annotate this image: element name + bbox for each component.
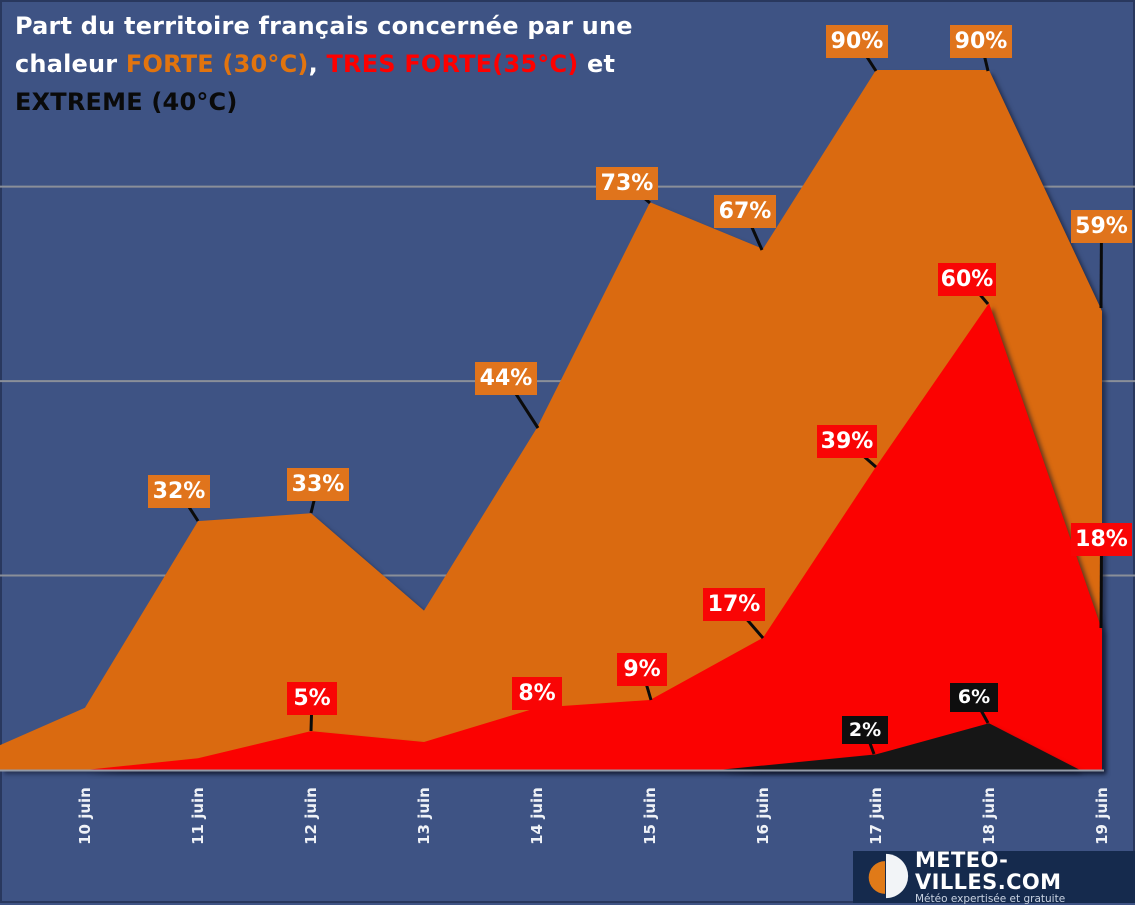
title-line: EXTREME (40°C) (15, 83, 775, 121)
point-label-extreme: 2% (842, 716, 888, 744)
title-segment: FORTE (30°C) (125, 50, 309, 78)
axis-label-date: 19 juin (1093, 787, 1111, 845)
axis-label-date: 13 juin (415, 787, 433, 845)
point-label-tres_forte: 9% (617, 653, 667, 686)
point-label-tres_forte: 8% (512, 677, 562, 710)
point-label-forte: 44% (475, 362, 537, 395)
axis-label-date: 17 juin (867, 787, 885, 845)
point-label-forte: 73% (596, 167, 658, 200)
point-label-tres_forte: 18% (1071, 523, 1132, 556)
title-segment: chaleur (15, 50, 126, 78)
point-label-extreme: 6% (950, 683, 998, 712)
point-label-forte: 33% (287, 468, 349, 501)
logo-tagline: Météo expertisée et gratuite (915, 893, 1066, 905)
point-label-forte: 90% (826, 25, 888, 58)
point-label-forte: 59% (1071, 210, 1132, 243)
title-segment: Part du territoire français concernée pa… (15, 12, 633, 40)
axis-label-date: 11 juin (189, 787, 207, 845)
point-label-tres_forte: 39% (817, 425, 877, 458)
axis-label-date: 14 juin (528, 787, 546, 845)
title-segment: et (578, 50, 616, 78)
point-label-tres_forte: 60% (938, 263, 996, 296)
logo-sun-icon (868, 853, 909, 899)
axis-label-date: 15 juin (641, 787, 659, 845)
area-extreme (718, 723, 1080, 770)
title-line: chaleur FORTE (30°C), TRES FORTE(35°C) e… (15, 45, 775, 83)
axis-label-date: 16 juin (754, 787, 772, 845)
logo-meteo-villes: METEO-VILLES.COM Météo expertisée et gra… (853, 847, 1135, 905)
title-segment: , (308, 50, 327, 78)
point-label-forte: 67% (714, 195, 776, 228)
title-segment: TRES FORTE(35°C) (326, 50, 579, 78)
chart-title: Part du territoire français concernée pa… (15, 7, 775, 121)
point-label-forte: 32% (148, 475, 210, 508)
title-line: Part du territoire français concernée pa… (15, 7, 775, 45)
logo-brand: METEO-VILLES.COM (915, 847, 1062, 894)
axis-label-date: 10 juin (76, 787, 94, 845)
point-label-forte: 90% (950, 25, 1012, 58)
area-tres_forte (0, 303, 1102, 770)
title-segment: EXTREME (40°C) (15, 88, 238, 116)
point-label-tres_forte: 5% (287, 682, 337, 715)
axis-label-date: 12 juin (302, 787, 320, 845)
point-label-tres_forte: 17% (703, 588, 765, 621)
